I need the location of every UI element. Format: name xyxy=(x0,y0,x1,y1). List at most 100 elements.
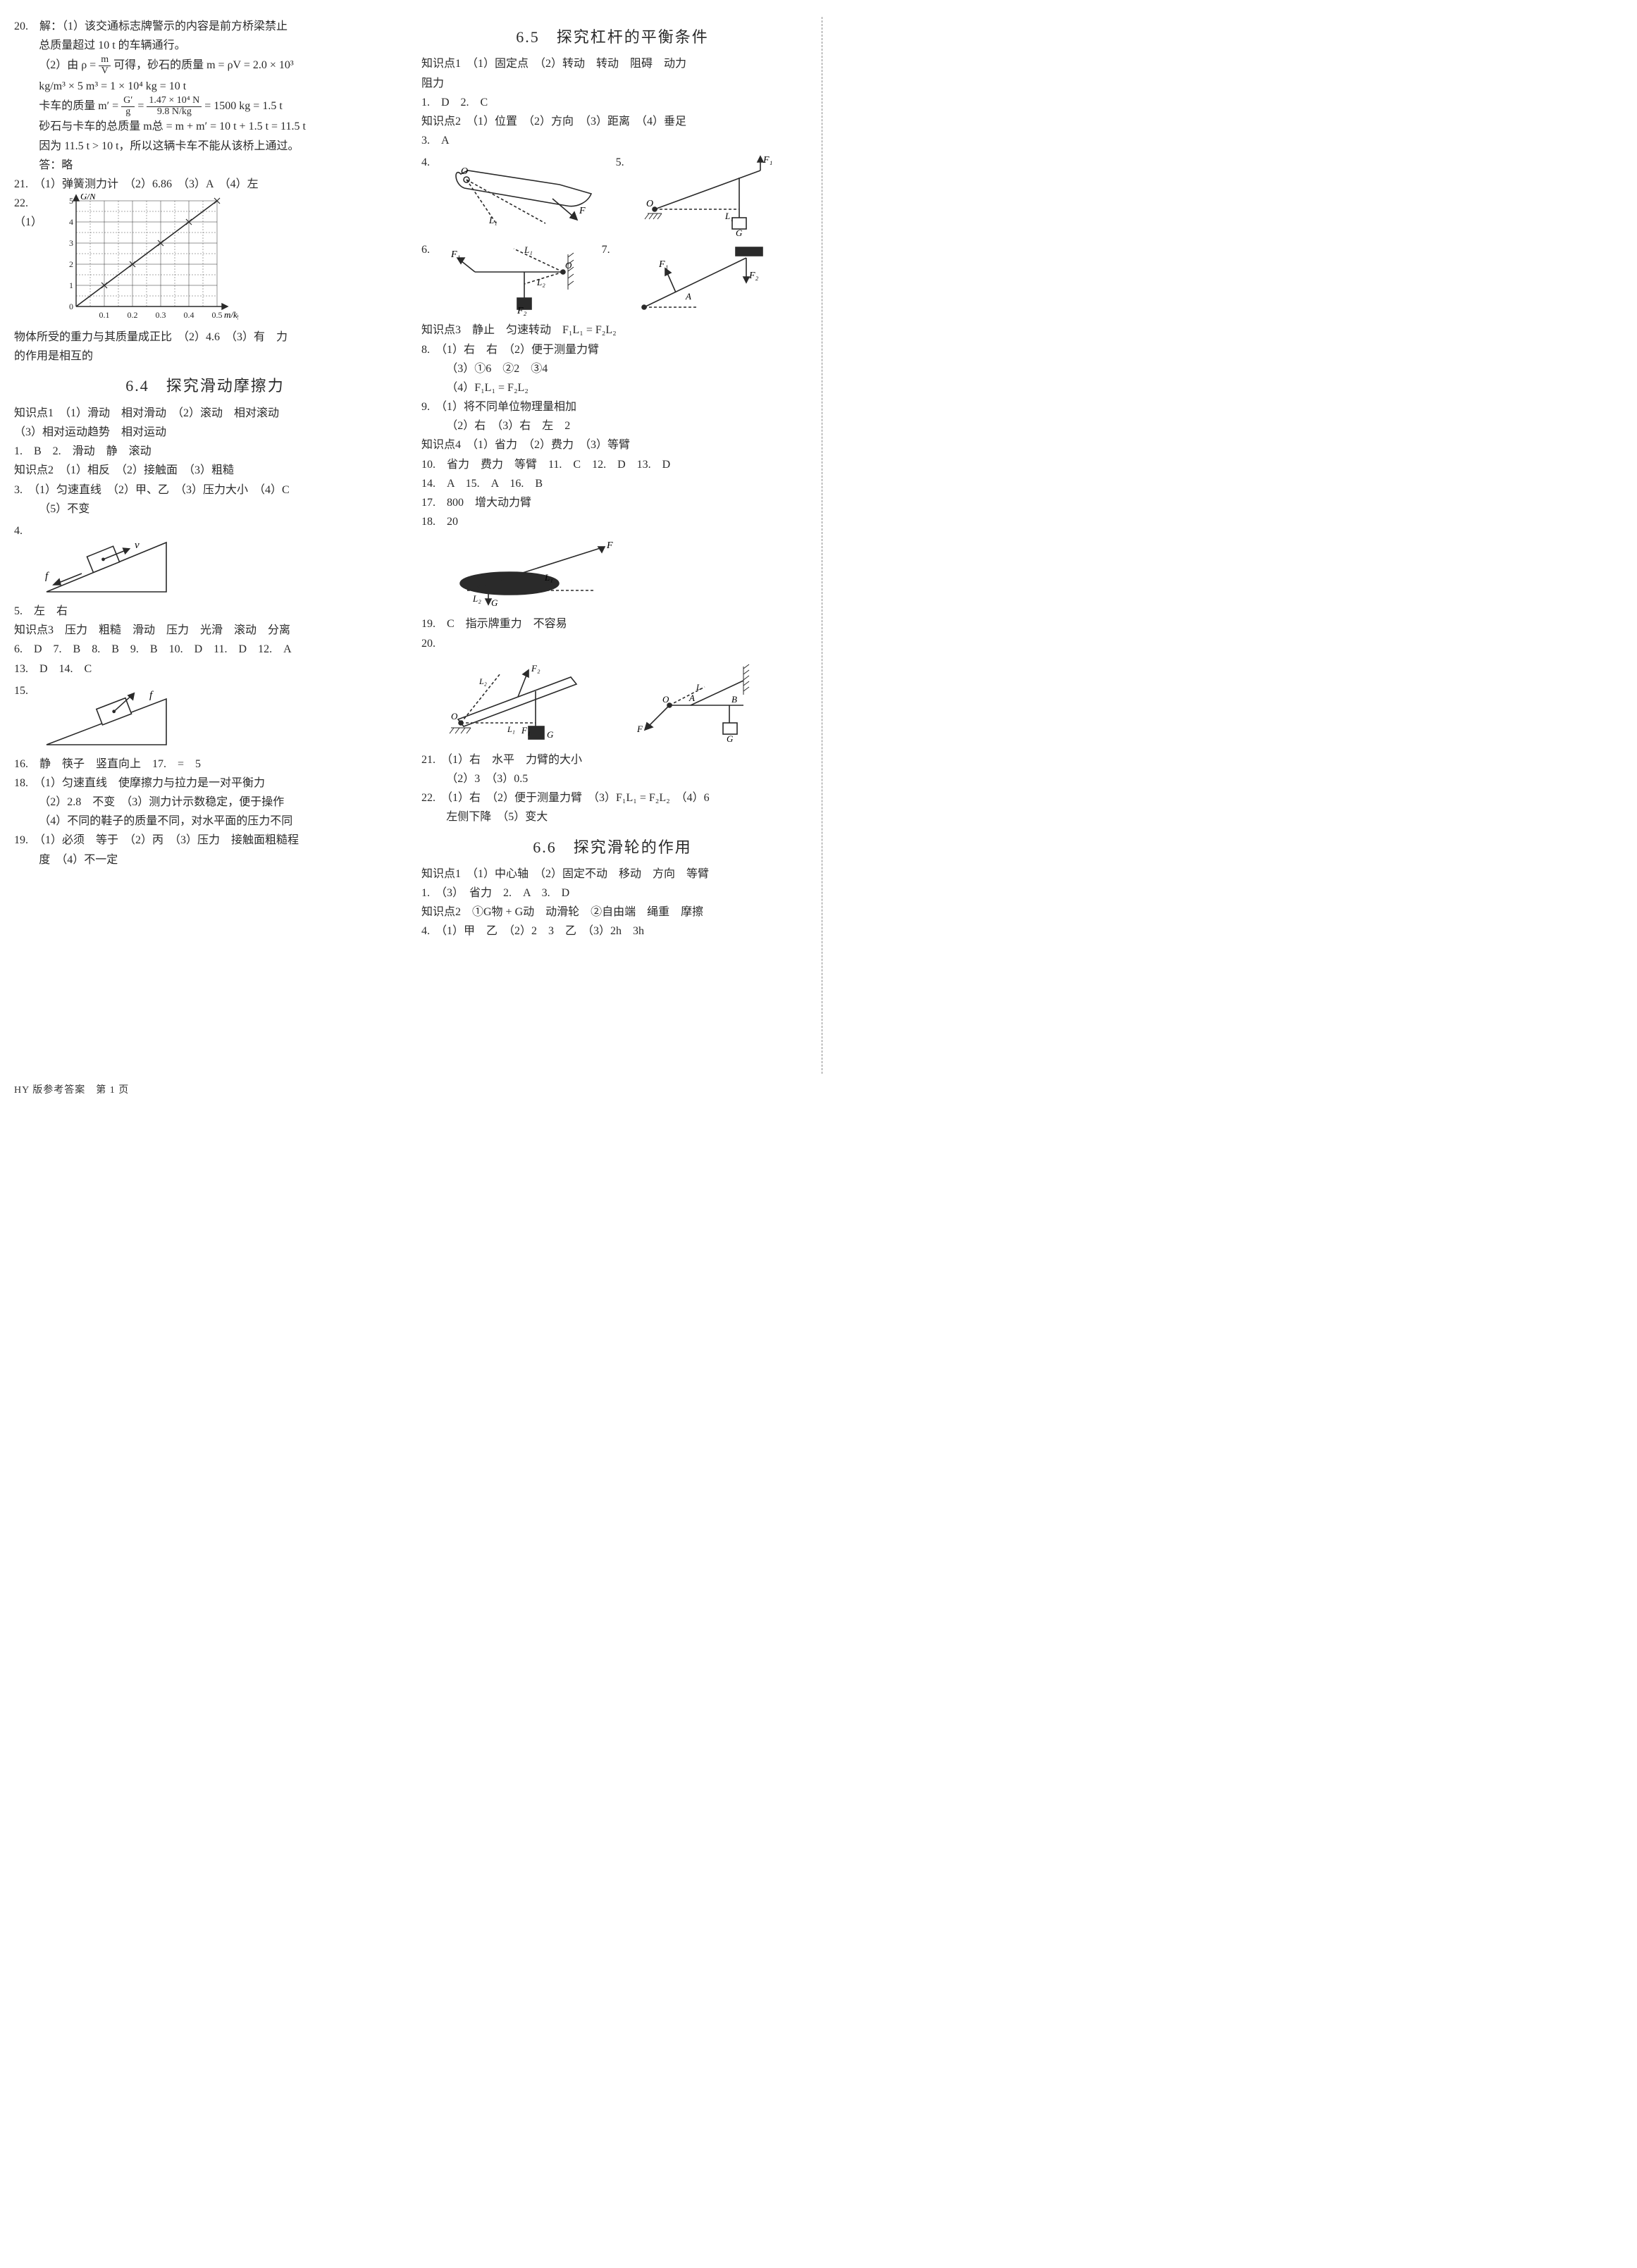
fig-lever20b: O A B L F G xyxy=(606,656,768,748)
frac-n2a: G′ xyxy=(121,96,135,107)
a15-num: 15. xyxy=(14,681,32,700)
sec-6.4-title: 6.4 探究滑动摩擦力 xyxy=(14,373,396,399)
q21: 21. （1）弹簧测力计 （2）6.86 （3）A （4）左 xyxy=(14,175,396,194)
f20a-O: O xyxy=(451,711,458,721)
f20b-L: L xyxy=(696,682,701,692)
fig6-L2: L₂ xyxy=(536,277,545,287)
r-a21a: 21. （1）右 水平 力臂的大小 xyxy=(421,750,803,769)
fig18-G: G xyxy=(491,597,498,608)
r-kp2-66: 知识点2 ①G物 + G动 动滑轮 ②自由端 绳重 摩擦 xyxy=(421,903,803,922)
ytick-2: 2 xyxy=(69,259,73,269)
xtick-2: 0.2 xyxy=(127,310,137,320)
r-a9a: 9. （1）将不同单位物理量相加 xyxy=(421,397,803,416)
fig4-row: 4. v f xyxy=(14,521,396,599)
q20-line1: 20. 解：（1）该交通标志牌警示的内容是前方桥梁禁止 xyxy=(14,17,396,36)
r-a8a: 8. （1）右 右 （2）便于测量力臂 xyxy=(421,340,803,359)
xtick-1: 0.1 xyxy=(99,310,109,320)
fig-incline-block: v f xyxy=(39,521,173,599)
q20-p2f: 因为 11.5 t > 10 t，所以这辆卡车不能从该桥上通过。 xyxy=(14,137,396,156)
f20b-B: B xyxy=(731,694,737,705)
fig6-O: O xyxy=(565,260,572,271)
r-a6-num: 6. xyxy=(421,240,440,259)
f20b-O: O xyxy=(662,694,669,705)
ytick-5: 5 xyxy=(69,196,73,206)
a18b: （2）2.8 不变 （3）测力计示数稳定，便于操作 xyxy=(14,793,396,812)
fig18-L2: L₂ xyxy=(472,593,481,604)
fig5-G: G xyxy=(736,228,743,237)
sec-6.5-title: 6.5 探究杠杆的平衡条件 xyxy=(421,24,803,50)
kp2: 知识点2 （1）相反 （2）接触面 （3）粗糙 xyxy=(14,461,396,480)
f20a-G: G xyxy=(547,729,554,740)
f20a-L1: L₁ xyxy=(507,724,515,734)
r-a21b: （2）3 （3）0.5 xyxy=(421,769,803,788)
q20-p2g: 答：略 xyxy=(14,156,396,175)
frac-m-over-V: m V xyxy=(99,55,111,76)
eq1: = xyxy=(137,100,144,112)
q20-p2d: 卡车的质量 m′ = G′ g = 1.47 × 10⁴ N 9.8 N/kg … xyxy=(14,96,396,117)
fig6-F1: F₁ xyxy=(450,249,460,260)
fig4-f: f xyxy=(45,571,49,582)
r-kp2: 知识点2 （1）位置 （2）方向 （3）距离 （4）垂足 xyxy=(421,112,803,131)
a16: 16. 静 筷子 竖直向上 17. = 5 xyxy=(14,755,396,774)
frac-d: V xyxy=(99,66,111,77)
fig7-F1: F₁ xyxy=(658,259,668,270)
fig5-F1: F₁ xyxy=(762,155,772,166)
frac-n: m xyxy=(99,55,111,66)
q22-after1: 物体所受的重力与其质量成正比 （2）4.6 （3）有 力 xyxy=(14,328,396,347)
fig18-F: F xyxy=(606,540,613,551)
fig7-F2: F₂ xyxy=(748,271,759,281)
fig18-wrap: F L₁ L₂ G xyxy=(446,534,803,612)
fig-lever7: F₁ F₂ A xyxy=(626,240,774,318)
a3: 3. （1）匀速直线 （2）甲、乙 （3）压力大小 （4）C xyxy=(14,481,396,500)
sec-6.6-title: 6.6 探究滑轮的作用 xyxy=(421,834,803,860)
r-a1-66: 1. （3） 省力 2. A 3. D xyxy=(421,884,803,903)
r-a14: 14. A 15. A 16. B xyxy=(421,474,803,493)
r-a22b: 左侧下降 （5）变大 xyxy=(421,807,803,826)
q20-p2a-a: （2）由 ρ = xyxy=(39,59,96,71)
frac-Gp-g: G′ g xyxy=(121,96,135,117)
r-kp1-66: 知识点1 （1）中心轴 （2）固定不动 移动 方向 等臂 xyxy=(421,865,803,884)
q20-p2c: kg/m³ × 5 m³ = 1 × 10⁴ kg = 10 t xyxy=(14,77,396,96)
fig7-A: A xyxy=(685,291,691,302)
r-kp1b: 阻力 xyxy=(421,74,803,93)
fig6-L1: L₁ xyxy=(524,244,533,255)
a18c: （4）不同的鞋子的质量不同，对水平面的压力不同 xyxy=(14,812,396,831)
fig4-L1: L₁ xyxy=(488,215,498,225)
r-a8b: （3）①6 ②2 ③4 xyxy=(421,359,803,378)
frac-d2: 9.8 N/kg xyxy=(147,107,202,118)
r-a5-num: 5. xyxy=(616,153,634,172)
fig-wrench: O F L₁ xyxy=(447,153,609,230)
r-a8c: （4）F₁L₁ = F₂L₂ xyxy=(421,378,803,397)
fig-lever6: F₁ F₂ L₁ L₂ O xyxy=(447,240,595,318)
q20-p2d-a: 卡车的质量 m′ = xyxy=(39,100,118,112)
fig-stapler-lever: F L₁ L₂ G xyxy=(446,534,629,612)
a18a: 18. （1）匀速直线 使摩擦力与拉力是一对平衡力 xyxy=(14,774,396,793)
a13: 13. D 14. C xyxy=(14,659,396,678)
q22-row: 22. （1） xyxy=(14,194,396,328)
fig4-v: v xyxy=(135,540,140,551)
f20b-G: G xyxy=(727,733,734,744)
r-a19: 19. C 指示牌重力 不容易 xyxy=(421,614,803,633)
frac-n2: 1.47 × 10⁴ N xyxy=(147,96,202,107)
a6: 6. D 7. B 8. B 9. B 10. D 11. D 12. A xyxy=(14,640,396,659)
fig-incline-f: f xyxy=(39,681,173,752)
r-a10: 10. 省力 费力 等臂 11. C 12. D 13. D xyxy=(421,455,803,474)
q20-p2a-b: 可得，砂石的质量 m = ρV = 2.0 × 10³ xyxy=(113,59,294,71)
fig45-row: 4. O F L₁ 5. xyxy=(421,153,803,237)
fig4-O: O xyxy=(461,166,468,177)
r-a4-66: 4. （1）甲 乙 （2）2 3 乙 （3）2h 3h xyxy=(421,922,803,941)
f20b-A: A xyxy=(688,693,695,703)
xlabel: m/kg xyxy=(224,309,238,320)
fig20-row: O F₂ F₁ L₂ L₁ G xyxy=(444,656,803,748)
kp1a: 知识点1 （1）滑动 相对滑动 （2）滚动 相对滚动 xyxy=(14,404,396,423)
kp1b: （3）相对运动趋势 相对运动 xyxy=(14,423,396,442)
r-a3: 3. A xyxy=(421,131,803,150)
a19a: 19. （1）必须 等于 （2）丙 （3）压力 接触面粗糙程 xyxy=(14,831,396,850)
r-a20: 20. xyxy=(421,634,803,653)
q20-p2a: （2）由 ρ = m V 可得，砂石的质量 m = ρV = 2.0 × 10³ xyxy=(14,55,396,76)
frac-d2a: g xyxy=(121,107,135,118)
fig4-F: F xyxy=(579,206,586,216)
a1: 1. B 2. 滑动 静 滚动 xyxy=(14,442,396,461)
page-footer: HY 版参考答案 第 1 页 xyxy=(14,1082,803,1099)
r-a7-num: 7. xyxy=(602,240,620,259)
